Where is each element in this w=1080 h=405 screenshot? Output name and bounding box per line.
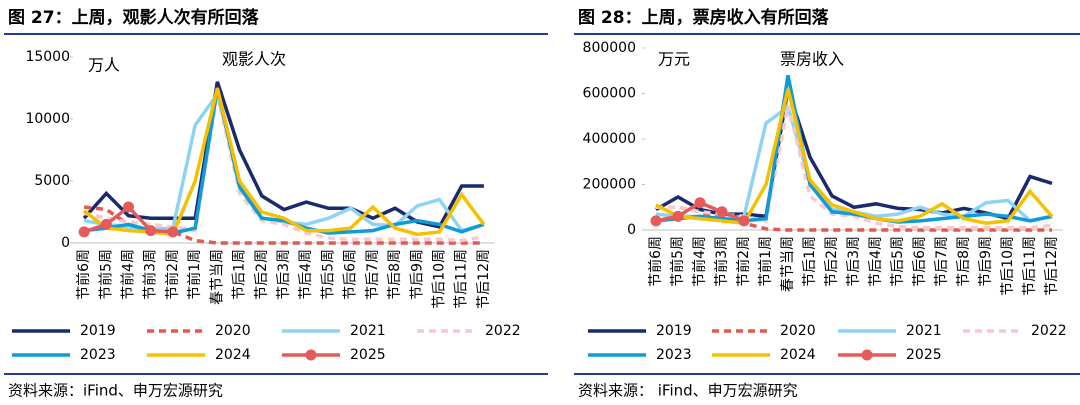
series-line — [83, 87, 486, 237]
y-tick-label: 10000 — [25, 111, 70, 127]
x-tick-label: 节后9周 — [409, 249, 425, 300]
series-marker — [167, 226, 179, 238]
x-tick-label: 春节当周 — [780, 236, 796, 292]
x-tick-label: 节前1周 — [757, 236, 774, 287]
x-tick-label: 节后2周 — [254, 249, 270, 300]
x-tick-label: 春节当周 — [209, 249, 225, 305]
series-marker — [100, 218, 112, 230]
unit-label: 万元 — [658, 50, 690, 69]
x-tick-label: 节后6周 — [343, 249, 359, 300]
x-tick-label: 节后12周 — [1044, 236, 1060, 296]
x-tick-label: 节后6周 — [912, 236, 928, 287]
unit-label: 万人 — [88, 56, 120, 75]
series-line — [655, 104, 1053, 223]
y-tick-label: 0 — [61, 235, 70, 251]
x-tick-label: 节后11周 — [454, 249, 470, 309]
legend-label: 2023 — [80, 347, 116, 363]
x-tick-label: 节后11周 — [1022, 236, 1038, 296]
x-tick-label: 节前5周 — [669, 236, 686, 287]
x-tick-label: 节前2周 — [164, 249, 181, 300]
x-tick-label: 节后8周 — [387, 249, 403, 300]
legend-label: 2019 — [656, 323, 692, 339]
annotation: 观影人次 — [222, 50, 286, 69]
series-marker — [672, 210, 684, 222]
x-tick-label: 节前3周 — [713, 236, 730, 287]
x-tick-label: 节前4周 — [691, 236, 708, 287]
legend-label: 2024 — [780, 347, 816, 363]
x-tick-label: 节后9周 — [978, 236, 994, 287]
legend-label: 2024 — [215, 347, 251, 363]
legend-label: 2019 — [80, 323, 116, 339]
y-tick-label: 200000 — [583, 177, 636, 193]
x-tick-label: 节后4周 — [868, 236, 884, 287]
x-tick-label: 节后3周 — [276, 249, 292, 300]
series-line — [655, 74, 1053, 224]
x-tick-label: 节后5周 — [890, 236, 906, 287]
x-tick-label: 节前4周 — [120, 249, 137, 300]
x-tick-label: 节前6周 — [75, 249, 92, 300]
legend-label: 2025 — [906, 347, 942, 363]
y-tick-label: 15000 — [25, 49, 70, 65]
chart-title: 图 27：上周，观影人次有所回落 — [8, 7, 260, 28]
y-tick-label: 800000 — [583, 40, 636, 56]
x-tick-label: 节后5周 — [320, 249, 336, 300]
x-tick-label: 节后7周 — [365, 249, 381, 300]
legend-label: 2022 — [485, 323, 521, 339]
x-tick-label: 节后1周 — [802, 236, 818, 287]
y-tick-label: 0 — [627, 222, 636, 238]
chart-title: 图 28：上周，票房收入有所回落 — [578, 7, 830, 28]
legend-label: 2022 — [1031, 323, 1067, 339]
x-tick-label: 节后3周 — [846, 236, 862, 287]
series-line — [655, 88, 1053, 221]
x-tick-label: 节后8周 — [956, 236, 972, 287]
series-marker — [738, 215, 750, 227]
legend-label: 2020 — [780, 323, 816, 339]
series-marker — [145, 225, 157, 237]
x-tick-label: 节后12周 — [476, 249, 492, 309]
x-tick-label: 节后10周 — [431, 249, 447, 309]
series-marker — [78, 226, 90, 238]
series-marker — [123, 201, 135, 213]
source: 资料来源： iFind、申万宏源研究 — [578, 382, 798, 400]
x-tick-label: 节后2周 — [824, 236, 840, 287]
x-tick-label: 节前1周 — [186, 249, 203, 300]
annotation: 票房收入 — [780, 50, 844, 69]
legend-label: 2021 — [350, 323, 386, 339]
x-tick-label: 节后1周 — [232, 249, 248, 300]
series-line — [83, 93, 485, 243]
x-tick-label: 节前2周 — [735, 236, 752, 287]
y-tick-label: 400000 — [583, 131, 636, 147]
x-tick-label: 节后7周 — [934, 236, 950, 287]
x-tick-label: 节后10周 — [1000, 236, 1016, 296]
series-line — [655, 88, 1054, 226]
source: 资料来源：iFind、申万宏源研究 — [8, 382, 223, 400]
y-tick-label: 5000 — [34, 173, 70, 189]
x-tick-label: 节前6周 — [647, 236, 664, 287]
x-tick-label: 节前5周 — [97, 249, 114, 300]
legend-marker — [861, 349, 873, 361]
series-marker — [650, 215, 662, 227]
series-marker — [694, 197, 706, 209]
legend-label: 2025 — [350, 347, 386, 363]
x-tick-label: 节前3周 — [142, 249, 159, 300]
legend-label: 2020 — [215, 323, 251, 339]
y-tick-label: 600000 — [583, 86, 636, 102]
series-marker — [716, 206, 728, 218]
legend-marker — [305, 349, 317, 361]
legend-label: 2023 — [656, 347, 692, 363]
legend-label: 2021 — [906, 323, 942, 339]
x-tick-label: 节后4周 — [298, 249, 314, 300]
